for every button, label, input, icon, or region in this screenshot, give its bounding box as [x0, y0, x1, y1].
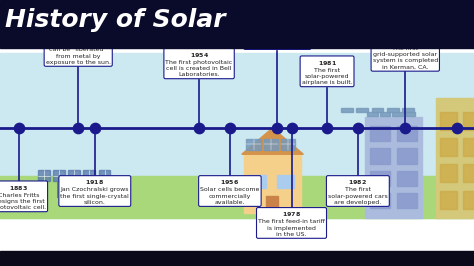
- Point: [273, 126, 281, 130]
- Bar: [356, 108, 368, 112]
- Text: $\bf{1981}$
The first
solar-powered
airplane is built.: $\bf{1981}$ The first solar-powered airp…: [301, 59, 353, 85]
- Bar: [397, 193, 418, 208]
- Text: $\bf{1918}$
Jan Czochralski grows
the first single-crystal
silicon.: $\bf{1918}$ Jan Czochralski grows the fi…: [60, 178, 129, 205]
- Bar: [402, 108, 414, 112]
- Bar: [53, 170, 65, 181]
- Bar: [370, 148, 390, 164]
- Bar: [0, 0, 474, 48]
- Bar: [244, 154, 301, 213]
- Bar: [99, 170, 110, 181]
- Bar: [68, 170, 80, 181]
- Bar: [365, 117, 422, 218]
- Bar: [440, 138, 457, 156]
- Point: [74, 126, 82, 130]
- Text: $\bf{1982}$
The first
solar-powered cars
are developed.: $\bf{1982}$ The first solar-powered cars…: [328, 178, 388, 205]
- Bar: [463, 138, 474, 156]
- Bar: [0, 251, 474, 266]
- Bar: [387, 108, 399, 112]
- Bar: [397, 126, 418, 141]
- Text: $\bf{1905}$
Albert Einstein
discovers electrons
can be "liberated"
from metal by: $\bf{1905}$ Albert Einstein discovers el…: [46, 26, 111, 65]
- Bar: [370, 126, 390, 141]
- Bar: [463, 112, 474, 130]
- Bar: [440, 191, 457, 209]
- Text: History of Solar: History of Solar: [5, 8, 225, 32]
- Point: [288, 126, 295, 130]
- Bar: [440, 112, 457, 130]
- Text: $\bf{1956}$
Solar cells become
commercially
available.: $\bf{1956}$ Solar cells become commercia…: [200, 178, 260, 205]
- Text: $\bf{1954}$
The first photovoltaic
cell is created in Bell
Laboratories.: $\bf{1954}$ The first photovoltaic cell …: [165, 51, 233, 77]
- Point: [323, 126, 331, 130]
- Text: $\bf{1883}$
Charles Fritts
designs the first
photovoltaic cell.: $\bf{1883}$ Charles Fritts designs the f…: [0, 184, 46, 210]
- Bar: [0, 176, 474, 218]
- Bar: [392, 112, 402, 116]
- Bar: [341, 108, 353, 112]
- Bar: [370, 193, 390, 208]
- Text: $\bf{1978}$
The first feed-in tariff
is implemented
in the US.: $\bf{1978}$ The first feed-in tariff is …: [258, 210, 325, 237]
- Bar: [83, 170, 95, 181]
- Bar: [277, 175, 294, 188]
- Bar: [367, 112, 378, 116]
- Point: [354, 126, 362, 130]
- Bar: [281, 139, 295, 149]
- Bar: [38, 170, 50, 181]
- Bar: [246, 139, 261, 149]
- Bar: [440, 164, 457, 182]
- Bar: [370, 171, 390, 186]
- Bar: [397, 171, 418, 186]
- Bar: [266, 196, 278, 213]
- Bar: [405, 112, 415, 116]
- Text: $\bf{1977}$
The Solar Energy
Research Institute is
created.: $\bf{1977}$ The Solar Energy Research In…: [245, 21, 310, 48]
- Bar: [249, 175, 266, 188]
- Point: [195, 126, 203, 130]
- Point: [226, 126, 234, 130]
- Text: $\bf{1993}$
The first
grid-supported solar
system is completed
in Kerman, CA.: $\bf{1993}$ The first grid-supported sol…: [373, 37, 438, 70]
- Bar: [397, 148, 418, 164]
- Bar: [436, 98, 474, 218]
- Bar: [0, 53, 474, 218]
- Point: [15, 126, 23, 130]
- Point: [91, 126, 99, 130]
- Polygon shape: [242, 128, 303, 154]
- Bar: [264, 139, 278, 149]
- Point: [454, 126, 461, 130]
- Bar: [372, 108, 383, 112]
- Bar: [463, 164, 474, 182]
- Point: [401, 126, 409, 130]
- Bar: [380, 112, 390, 116]
- Bar: [463, 191, 474, 209]
